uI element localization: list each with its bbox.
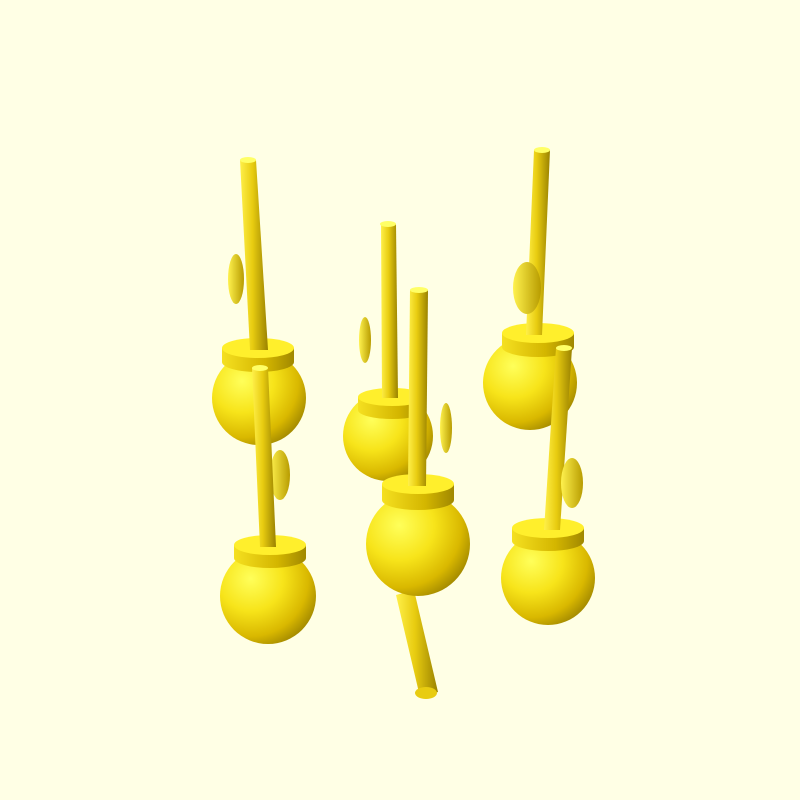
lower-rod [396, 590, 438, 697]
fin [513, 262, 541, 314]
fin [561, 458, 583, 508]
rod-tip [240, 157, 256, 163]
rod-tip [410, 287, 428, 293]
ball [220, 548, 316, 644]
rod [544, 348, 572, 530]
rod [252, 368, 276, 547]
pin-center-front [366, 287, 470, 699]
fin [270, 450, 290, 500]
rod [408, 290, 428, 486]
rod-tip [252, 365, 268, 371]
rod [240, 160, 268, 350]
rod [381, 224, 398, 398]
lower-rod-end [415, 687, 437, 699]
fin [440, 403, 452, 453]
fin [228, 254, 244, 304]
rod-tip [534, 147, 550, 153]
ball [501, 531, 595, 625]
ball [366, 492, 470, 596]
fin [359, 317, 371, 363]
pin-front-right [501, 345, 595, 625]
pin-middle-back [343, 221, 452, 481]
pin-front-left [220, 365, 316, 644]
rod-tip [556, 345, 572, 351]
rod-tip [380, 221, 396, 227]
